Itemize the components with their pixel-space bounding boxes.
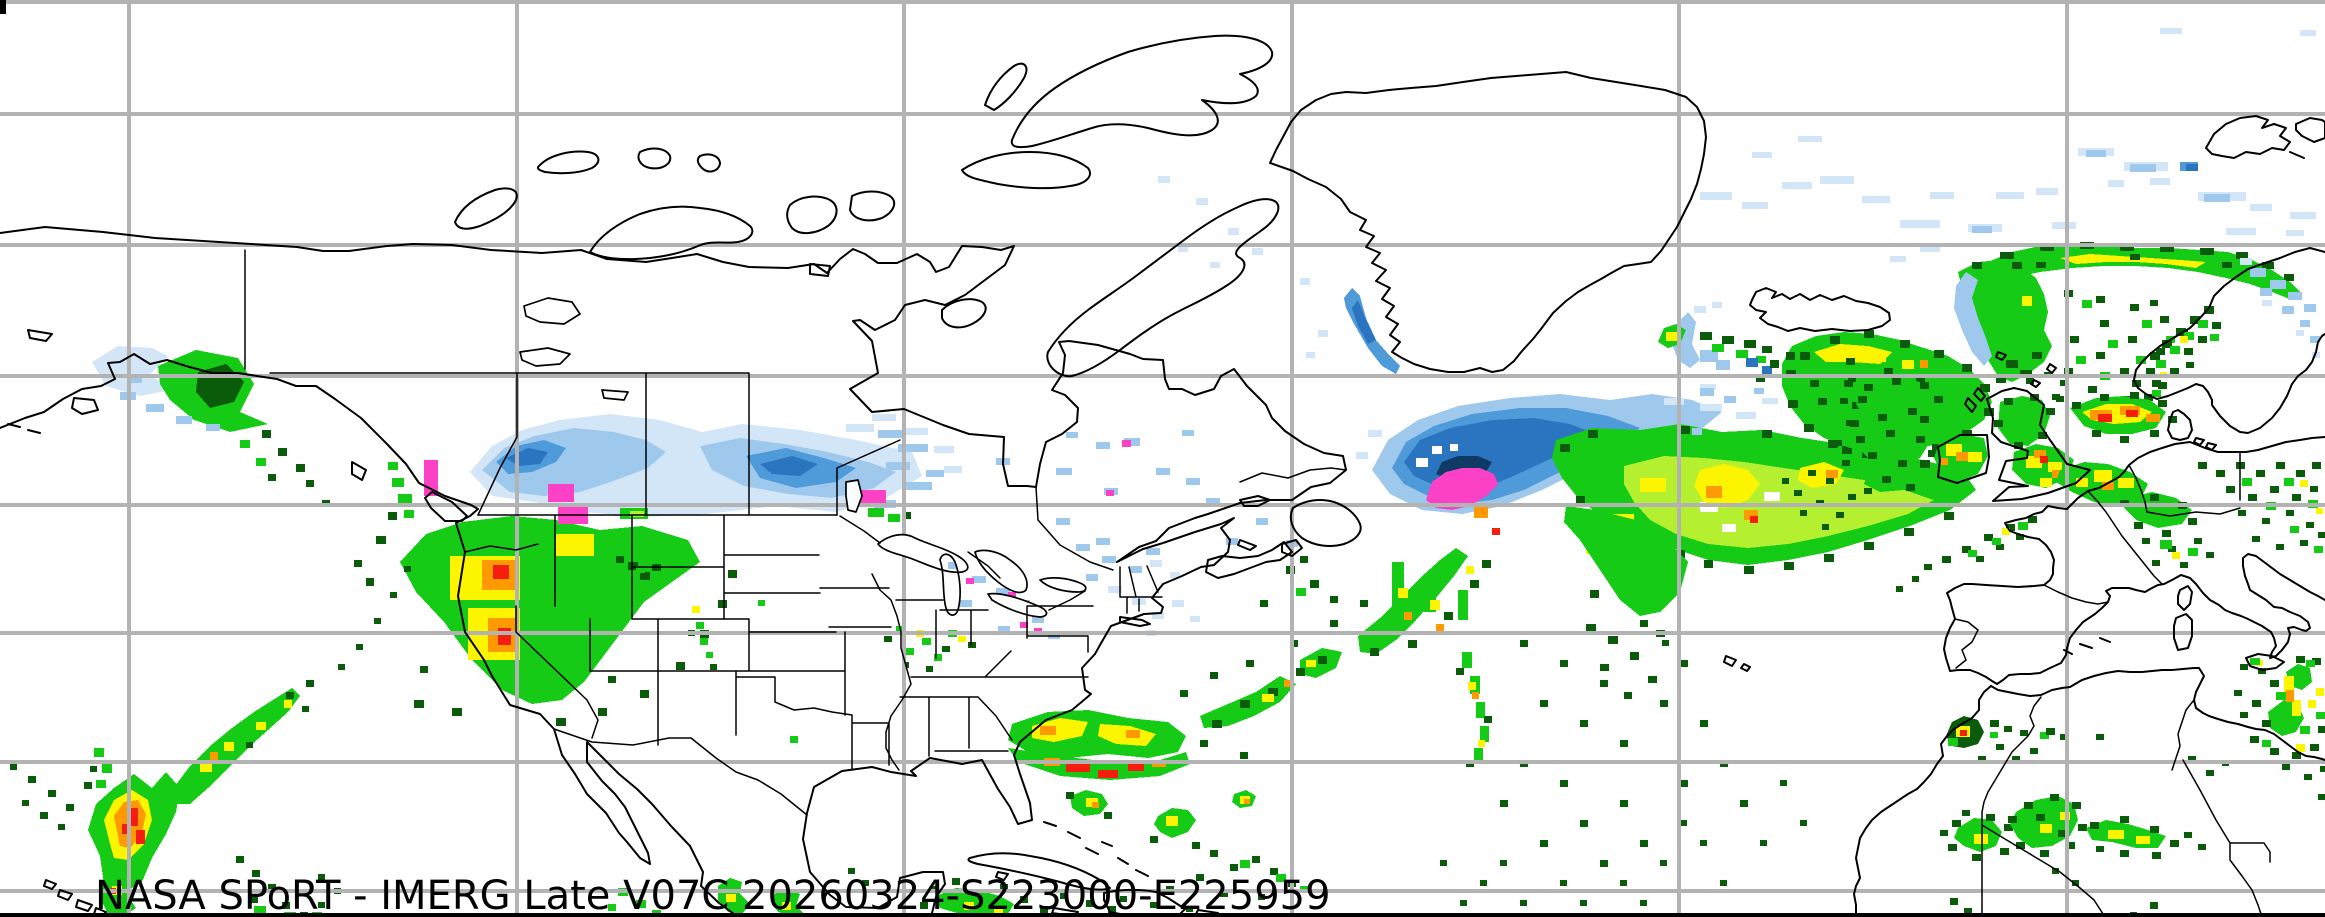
coastline-uk-ireland: [1937, 351, 2091, 502]
coastline-hawaii: [43, 879, 107, 917]
us-state-borders: [464, 514, 1163, 771]
coastline-north-america: [0, 226, 1347, 917]
africa-borders: [1981, 696, 2271, 917]
coastlines-layer: [0, 34, 2325, 917]
coastline-vancouver-haida-kodiak: [7, 329, 468, 522]
europe-borders: [1954, 451, 2241, 669]
corner-mark: [0, 0, 6, 14]
coastline-arctic-islands: [454, 34, 1280, 378]
coastline-europe-mainland: [1943, 447, 2325, 685]
coastline-north-africa: [1853, 667, 2325, 917]
map-title: NASA SPoRT - IMERG Late V07C 20260324-S2…: [95, 873, 1331, 917]
coastline-west-coast-mexico-alaska: [0, 353, 739, 917]
bottom-frame-line: [0, 913, 2325, 917]
mexico-border: [553, 728, 808, 816]
canada-borders: [244, 249, 1347, 611]
coastline-newfoundland: [1237, 495, 1362, 551]
coastline-iceland: [1749, 287, 1891, 332]
political-borders-layer: [244, 249, 2271, 917]
coastline-scandinavia: [2133, 247, 2325, 453]
coastline-nova-scotia: [1205, 539, 1303, 579]
canadian-lakes: [519, 297, 863, 513]
coastline-greenland: [1269, 71, 1707, 373]
coastline-svalbard: [2205, 115, 2325, 159]
